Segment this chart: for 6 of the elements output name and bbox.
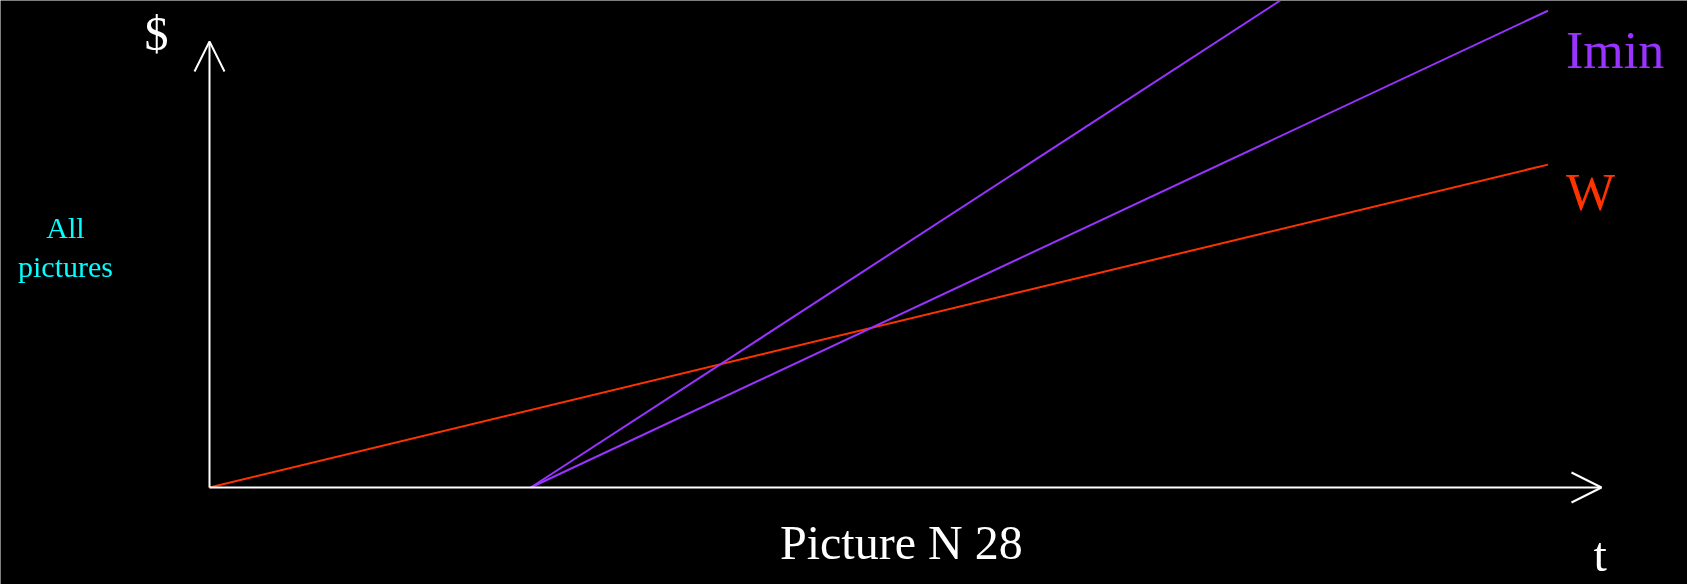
series-label: Imin <box>1565 22 1665 80</box>
y-axis-title: $ <box>144 6 169 60</box>
series-label: W <box>1565 164 1616 222</box>
text: All pictures <box>18 210 113 284</box>
text: Picture N 28 <box>780 515 1023 569</box>
x-axis-title: t <box>1593 527 1608 581</box>
